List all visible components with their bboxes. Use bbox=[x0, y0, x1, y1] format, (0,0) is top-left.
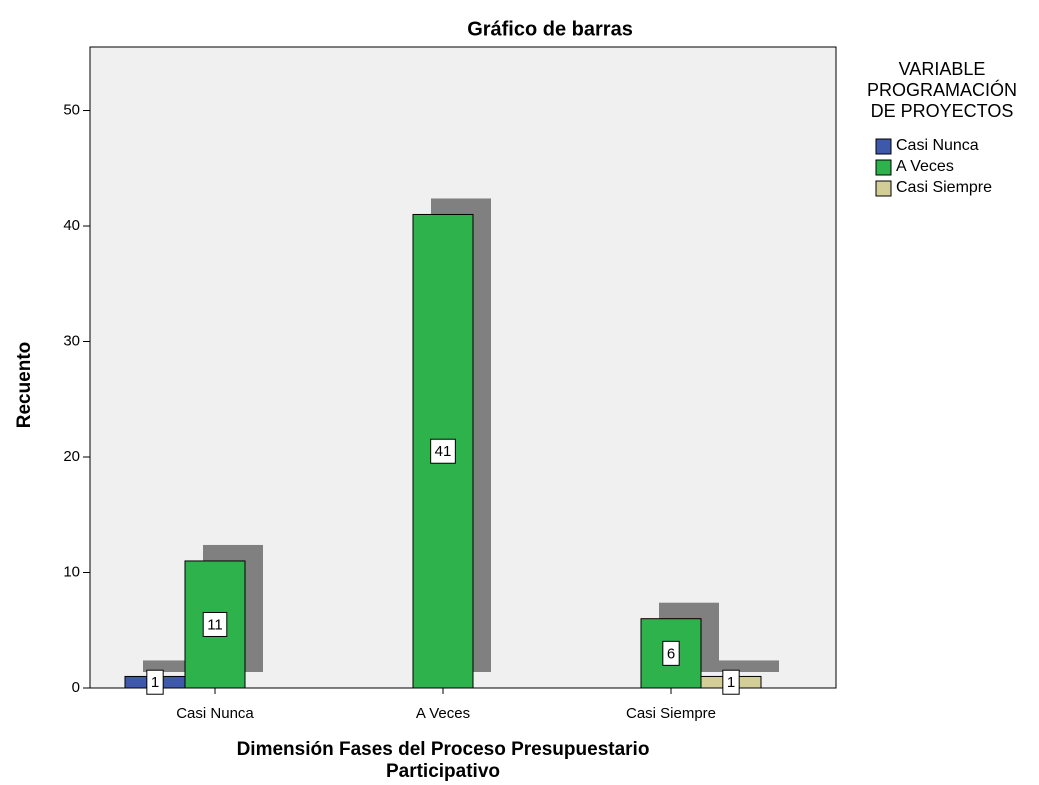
legend-label: Casi Nunca bbox=[896, 137, 979, 154]
value-label-box bbox=[430, 438, 456, 464]
value-label-box bbox=[662, 640, 680, 666]
x-tick-label: Casi Siempre bbox=[626, 705, 716, 722]
bar-shadow bbox=[143, 660, 203, 672]
legend-title: PROGRAMACIÓN bbox=[867, 79, 1017, 100]
value-label-box bbox=[202, 611, 228, 637]
y-tick-label: 50 bbox=[63, 101, 80, 118]
legend-title: DE PROYECTOS bbox=[871, 101, 1014, 121]
x-axis-title: Dimensión Fases del Proceso Presupuestar… bbox=[237, 739, 650, 760]
legend-label: Casi Siempre bbox=[896, 179, 992, 196]
value-label: 6 bbox=[667, 645, 675, 662]
bars bbox=[124, 213, 762, 689]
legend-title: VARIABLE bbox=[899, 59, 986, 79]
x-tick-label: A Veces bbox=[416, 705, 470, 722]
legend-swatch bbox=[875, 138, 892, 155]
value-label-box bbox=[146, 669, 164, 695]
bar-shadow bbox=[719, 660, 779, 672]
x-axis-title: Participativo bbox=[386, 761, 500, 782]
x-tick-label: Casi Nunca bbox=[176, 705, 254, 722]
legend-label: A Veces bbox=[896, 158, 954, 175]
value-label: 1 bbox=[151, 674, 159, 691]
y-tick-label: 10 bbox=[63, 563, 80, 580]
legend-swatch bbox=[875, 180, 892, 197]
y-tick-label: 40 bbox=[63, 217, 80, 234]
y-tick-label: 30 bbox=[63, 332, 80, 349]
value-label: 1 bbox=[727, 674, 735, 691]
y-tick-label: 0 bbox=[72, 679, 80, 696]
chart-title: Gráfico de barras bbox=[467, 18, 633, 40]
legend-swatch bbox=[875, 159, 892, 176]
value-label: 11 bbox=[207, 616, 223, 633]
value-label: 41 bbox=[435, 443, 452, 460]
value-label-box bbox=[722, 669, 740, 695]
bar bbox=[640, 618, 702, 689]
y-tick-label: 20 bbox=[63, 448, 80, 465]
y-axis-title: Recuento bbox=[14, 342, 35, 429]
